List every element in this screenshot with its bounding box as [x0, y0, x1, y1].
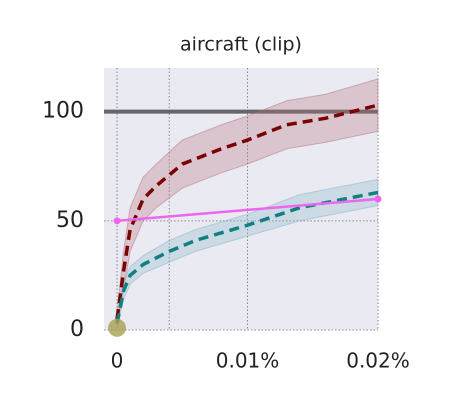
x-tick-label: 0.02%	[346, 349, 410, 373]
y-tick-label: 100	[42, 99, 84, 124]
chart-title: aircraft (clip)	[180, 34, 302, 56]
x-tick-label: 0	[111, 349, 124, 373]
confidence-band	[116, 178, 379, 328]
x-tick-label: 0.01%	[216, 349, 280, 373]
series-line	[115, 103, 379, 320]
series-marker	[113, 217, 121, 225]
series-line	[115, 190, 379, 324]
point	[108, 318, 127, 337]
y-tick-label: 0	[70, 317, 84, 342]
y-tick-label: 50	[56, 208, 84, 233]
confidence-band	[116, 78, 379, 326]
series-line	[116, 197, 379, 223]
series-marker	[374, 195, 382, 203]
